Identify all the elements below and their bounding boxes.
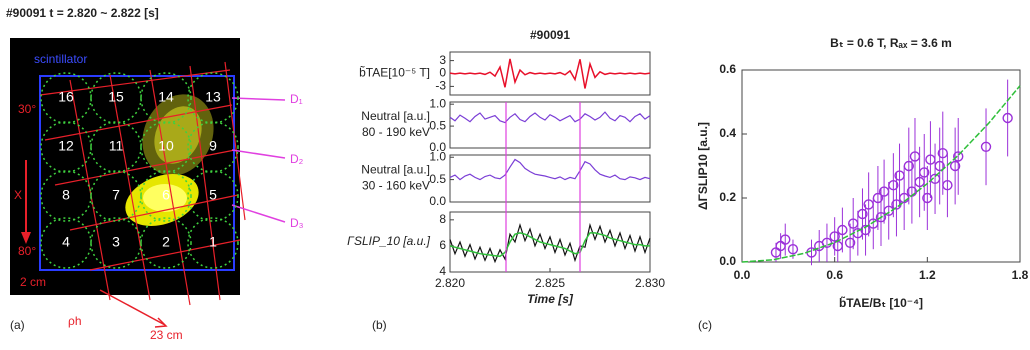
channel-number: 13 xyxy=(205,89,221,105)
channel-number: 15 xyxy=(108,89,124,105)
y-axis-label: Neutral [a.u.] xyxy=(361,163,430,177)
x-tick-label: 2.830 xyxy=(635,276,665,290)
channel-number: 7 xyxy=(112,187,120,203)
chart-title: Bₜ = 0.6 T, Rₐₓ = 3.6 m xyxy=(830,36,952,50)
y-tick-label: 0 xyxy=(439,66,446,80)
angle-label: 30° xyxy=(18,102,36,116)
y-axis-label: ΔΓSLIP10 [a.u.] xyxy=(696,122,710,210)
y-tick-label: -3 xyxy=(435,79,446,93)
detector-label: D₂ xyxy=(290,152,304,166)
series-line xyxy=(450,225,650,262)
panel-label: (b) xyxy=(372,318,387,332)
channel-number: 10 xyxy=(158,138,174,154)
x-label: X xyxy=(14,188,22,202)
plot-frame xyxy=(450,212,650,272)
angle-label: 80° xyxy=(18,244,36,258)
panel-a-title: #90091 t = 2.820 ~ 2.822 [s] xyxy=(6,6,159,20)
detector-label: D₁ xyxy=(290,92,303,106)
y-tick-label: 8 xyxy=(439,212,446,226)
series-line xyxy=(450,160,650,180)
y-tick-label: 0.2 xyxy=(719,190,736,204)
channel-number: 8 xyxy=(62,187,70,203)
panel-label: (a) xyxy=(10,318,25,332)
plot-frame xyxy=(450,102,650,148)
y-tick-label: 1.0 xyxy=(429,96,446,110)
channel-number: 2 xyxy=(162,234,170,250)
figure: #90091 t = 2.820 ~ 2.822 [s] scintillato… xyxy=(0,0,1030,350)
y-tick-label: 0.6 xyxy=(719,62,736,76)
rho-arrow xyxy=(100,290,166,327)
rho-length: 23 cm xyxy=(150,328,183,342)
x-tick-label: 0.6 xyxy=(826,268,843,282)
y-tick-label: 6 xyxy=(439,238,446,252)
rho-label: ρh xyxy=(68,314,82,328)
channel-number: 16 xyxy=(58,89,74,105)
y-tick-label: 3 xyxy=(439,53,446,67)
series-line xyxy=(450,112,650,123)
channel-number: 11 xyxy=(109,138,124,154)
channel-number: 6 xyxy=(162,187,170,203)
x-axis-label: Time [s] xyxy=(527,292,574,306)
detector-label: D₃ xyxy=(290,216,304,230)
x-tick-label: 2.825 xyxy=(535,276,565,290)
y-tick-label: 1.0 xyxy=(429,149,446,163)
channel-number: 5 xyxy=(209,187,217,203)
channel-number: 14 xyxy=(158,89,174,105)
channel-number: 4 xyxy=(62,234,70,250)
scintillator-label: scintillator xyxy=(34,52,87,66)
scale-label: 2 cm xyxy=(20,275,46,289)
channel-number: 9 xyxy=(209,138,217,154)
y-tick-label: 0.5 xyxy=(429,118,446,132)
chart-title: #90091 xyxy=(530,28,570,42)
x-tick-label: 1.8 xyxy=(1012,268,1029,282)
y-axis-label: 30 - 160 keV xyxy=(362,179,430,193)
y-tick-label: 0.0 xyxy=(429,194,446,208)
y-axis-label: Neutral [a.u.] xyxy=(361,109,430,123)
x-tick-label: 0.0 xyxy=(734,268,751,282)
y-axis-label: ΓSLIP_10 [a.u.] xyxy=(347,234,431,248)
channel-number: 12 xyxy=(58,138,74,154)
x-tick-label: 2.820 xyxy=(435,276,465,290)
channel-number: 3 xyxy=(112,234,120,250)
channel-number: 1 xyxy=(209,234,217,250)
x-axis-label: b̃TAE/Bₜ [10⁻⁴] xyxy=(839,295,923,310)
y-axis-label: 80 - 190 keV xyxy=(362,125,430,139)
y-tick-label: 0.0 xyxy=(719,254,736,268)
panel-label: (c) xyxy=(698,318,712,332)
y-tick-label: 0.5 xyxy=(429,172,446,186)
series-line xyxy=(450,59,650,89)
x-tick-label: 1.2 xyxy=(919,268,936,282)
y-tick-label: 0.4 xyxy=(719,126,736,140)
y-axis-label: b̃TAE[10⁻⁵ T] xyxy=(359,65,430,80)
